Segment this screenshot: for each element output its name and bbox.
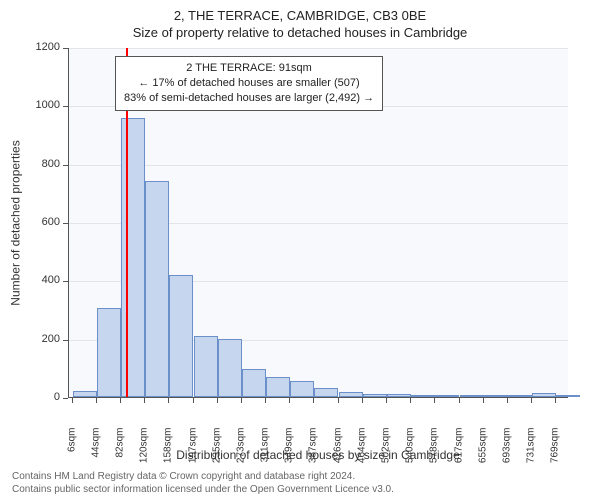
histogram-bar [508, 395, 532, 397]
annotation-line2: ← 17% of detached houses are smaller (50… [124, 76, 374, 91]
y-tick-label: 800 [20, 158, 60, 170]
histogram-bar [532, 393, 556, 397]
x-tickmark [555, 398, 556, 403]
x-tickmark [193, 398, 194, 403]
footer-attribution: Contains HM Land Registry data © Crown c… [12, 470, 394, 496]
histogram-bar [460, 395, 484, 397]
x-tick-label: 731sqm [525, 428, 536, 468]
x-tick-label: 387sqm [307, 428, 318, 468]
histogram-bar [387, 394, 411, 397]
x-tick-label: 273sqm [235, 428, 246, 468]
x-tick-label: 617sqm [453, 428, 464, 468]
x-tickmark [338, 398, 339, 403]
x-tick-label: 120sqm [138, 428, 149, 468]
y-tickmark [63, 106, 68, 107]
x-tick-label: 464sqm [356, 428, 367, 468]
histogram-bar [169, 275, 193, 398]
x-tickmark [459, 398, 460, 403]
y-tick-label: 200 [20, 333, 60, 345]
histogram-bar [339, 392, 363, 397]
x-tick-label: 311sqm [259, 428, 270, 468]
histogram-bar [484, 395, 508, 397]
x-tickmark [434, 398, 435, 403]
histogram-bar [363, 394, 387, 398]
histogram-bar [73, 391, 97, 397]
x-tick-label: 502sqm [380, 428, 391, 468]
x-tickmark [531, 398, 532, 403]
annotation-box: 2 THE TERRACE: 91sqm← 17% of detached ho… [115, 56, 383, 111]
annotation-line1: 2 THE TERRACE: 91sqm [124, 61, 374, 76]
x-tickmark [144, 398, 145, 403]
x-tick-label: 82sqm [114, 428, 125, 468]
histogram-bar [290, 381, 314, 397]
histogram-bar [556, 395, 580, 397]
x-tick-label: 540sqm [404, 428, 415, 468]
histogram-bar [266, 377, 290, 397]
footer-line1: Contains HM Land Registry data © Crown c… [12, 470, 394, 483]
y-tickmark [63, 48, 68, 49]
x-tickmark [96, 398, 97, 403]
histogram-bar [121, 118, 145, 397]
y-tick-label: 0 [20, 391, 60, 403]
y-tickmark [63, 398, 68, 399]
x-tickmark [241, 398, 242, 403]
x-tickmark [362, 398, 363, 403]
x-tick-label: 235sqm [211, 428, 222, 468]
x-tickmark [72, 398, 73, 403]
gridline [69, 48, 568, 49]
x-tickmark [289, 398, 290, 403]
y-tickmark [63, 165, 68, 166]
y-tick-label: 1200 [20, 41, 60, 53]
annotation-line3: 83% of semi-detached houses are larger (… [124, 91, 374, 106]
histogram-bar [435, 395, 459, 397]
x-tickmark [168, 398, 169, 403]
x-tickmark [507, 398, 508, 403]
histogram-bar [411, 395, 435, 397]
x-tick-label: 158sqm [163, 428, 174, 468]
x-tick-label: 769sqm [549, 428, 560, 468]
histogram-bar [314, 388, 338, 397]
y-tick-label: 400 [20, 274, 60, 286]
x-tick-label: 655sqm [477, 428, 488, 468]
x-tick-label: 6sqm [66, 428, 77, 468]
chart-title-line2: Size of property relative to detached ho… [0, 25, 600, 40]
histogram-bar [97, 308, 121, 397]
x-tick-label: 693sqm [501, 428, 512, 468]
y-tick-label: 1000 [20, 99, 60, 111]
histogram-bar [194, 336, 218, 397]
x-tick-label: 426sqm [332, 428, 343, 468]
x-tick-label: 349sqm [283, 428, 294, 468]
x-tickmark [313, 398, 314, 403]
x-tickmark [386, 398, 387, 403]
y-tick-label: 600 [20, 216, 60, 228]
histogram-bar [242, 369, 266, 397]
x-tick-label: 44sqm [90, 428, 101, 468]
x-tickmark [410, 398, 411, 403]
x-tickmark [265, 398, 266, 403]
plot-area: 2 THE TERRACE: 91sqm← 17% of detached ho… [68, 48, 568, 398]
chart-title-line1: 2, THE TERRACE, CAMBRIDGE, CB3 0BE [0, 8, 600, 23]
y-tickmark [63, 281, 68, 282]
chart-container: 2, THE TERRACE, CAMBRIDGE, CB3 0BE Size … [0, 0, 600, 500]
x-tickmark [217, 398, 218, 403]
y-tickmark [63, 340, 68, 341]
y-tickmark [63, 223, 68, 224]
x-tickmark [120, 398, 121, 403]
x-tick-label: 197sqm [187, 428, 198, 468]
footer-line2: Contains public sector information licen… [12, 483, 394, 496]
x-tick-label: 578sqm [428, 428, 439, 468]
x-tickmark [483, 398, 484, 403]
histogram-bar [218, 339, 242, 397]
histogram-bar [145, 181, 169, 397]
